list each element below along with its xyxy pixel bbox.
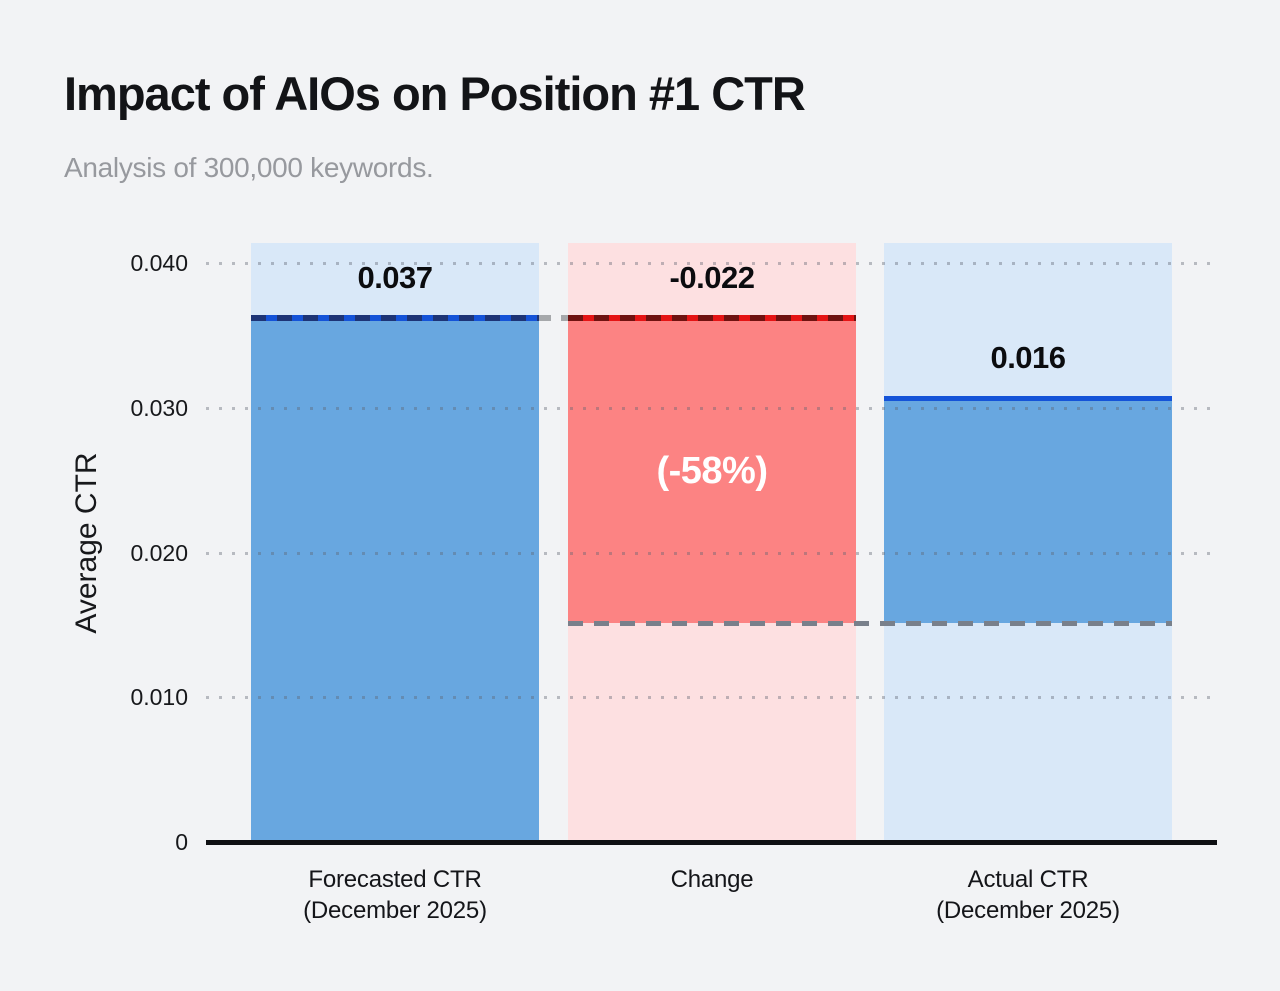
y-tick-label-0.010: 0.010 bbox=[130, 684, 188, 711]
top-edge-gap-dash bbox=[539, 315, 568, 321]
x-category-label-actual-ctr: Actual CTR (December 2025) bbox=[936, 866, 1120, 924]
x-category-label-change: Change bbox=[670, 866, 754, 893]
bar-value-label-actual-ctr: 0.016 bbox=[990, 339, 1066, 375]
gridline-0.010 bbox=[206, 696, 1217, 700]
y-tick-label-0: 0 bbox=[175, 829, 188, 855]
top-edge-change bbox=[568, 315, 856, 321]
bar-value-label-forecasted-ctr: 0.037 bbox=[357, 260, 433, 295]
bar-change bbox=[568, 318, 856, 624]
x-axis-line bbox=[206, 840, 1217, 845]
x-category-label-forecasted-ctr: Forecasted CTR (December 2025) bbox=[303, 866, 487, 924]
gridline-0.020 bbox=[206, 551, 1217, 555]
bar-actual-ctr bbox=[884, 397, 1172, 624]
baseline-dash-change-actual bbox=[568, 621, 1172, 627]
y-tick-label-0.030: 0.030 bbox=[130, 394, 188, 421]
chart-subtitle: Analysis of 300,000 keywords. bbox=[64, 152, 434, 183]
gridline-0.030 bbox=[206, 406, 1217, 410]
bar-forecasted-ctr bbox=[251, 318, 539, 842]
top-edge-forecasted-ctr bbox=[251, 315, 539, 321]
gridline-0.040 bbox=[206, 262, 1217, 265]
y-tick-label-0.040: 0.040 bbox=[130, 250, 188, 276]
top-line-actual-ctr bbox=[884, 395, 1172, 401]
chart-title: Impact of AIOs on Position #1 CTR bbox=[64, 67, 806, 120]
bar-value-label-change: -0.022 bbox=[669, 260, 755, 295]
bar-inner-label-change: (-58%) bbox=[656, 449, 768, 492]
y-tick-label-0.020: 0.020 bbox=[130, 539, 188, 566]
